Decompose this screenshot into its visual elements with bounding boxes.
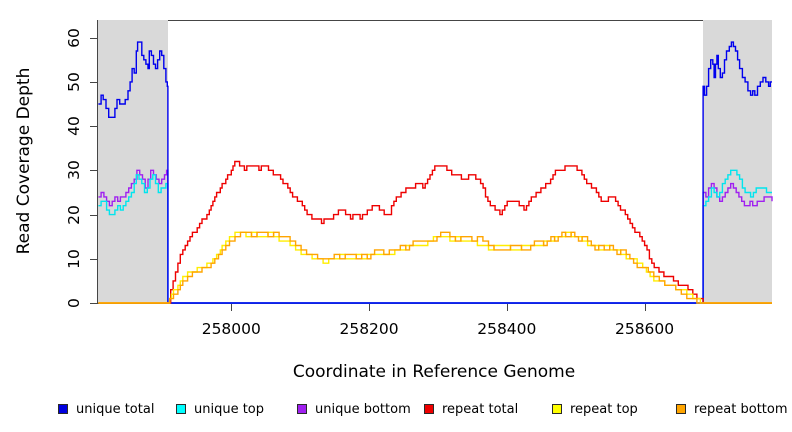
x-tick-label: 258200 [339,320,399,338]
plot-box-border [97,20,772,304]
legend-item-unique-bottom: unique bottom [297,398,411,420]
legend-item-label: unique bottom [315,401,411,417]
legend-swatch-unique-bottom [297,404,307,414]
legend-item-label: repeat bottom [694,401,788,417]
y-tick-label: 20 [65,204,83,225]
y-tick-label: 50 [65,72,83,92]
y-tick-label: 10 [65,248,83,269]
legend-swatch-repeat-bottom [676,404,686,414]
x-tick-label: 258000 [201,320,261,338]
series-line-repeat-top [98,231,772,304]
series-line-unique-top [98,169,772,304]
y-axis-title: Read Coverage Depth [14,67,34,255]
series-line-repeat-bottom [98,231,772,304]
legend-swatch-unique-top [176,404,186,414]
legend-swatch-repeat-total [424,404,434,414]
legend-item-label: unique total [76,401,155,417]
y-tick-label: 0 [65,298,83,308]
series-line-unique-total [98,41,772,304]
legend-item-repeat-total: repeat total [424,398,518,420]
legend-swatch-repeat-top [552,404,562,414]
legend-item-unique-total: unique total [58,398,154,420]
axis-tick-marks [90,38,646,311]
x-axis-title: Coordinate in Reference Genome [292,362,576,382]
y-tick-label: 60 [65,27,83,48]
legend-swatch-unique-total [58,404,68,414]
legend-item-repeat-bottom: repeat bottom [676,398,788,420]
y-tick-label: 40 [65,116,83,136]
legend-item-label: unique top [194,401,265,417]
x-tick-label: 258400 [477,320,537,338]
legend-item-label: repeat total [442,401,519,417]
y-tick-label: 30 [65,160,83,181]
series-line-repeat-total [98,160,772,304]
legend-item-unique-top: unique top [176,398,264,420]
legend: unique total unique top unique bottom repea… [0,398,792,422]
legend-item-label: repeat top [570,401,638,417]
x-tick-label: 258600 [614,320,675,338]
legend-item-repeat-top: repeat top [552,398,638,420]
